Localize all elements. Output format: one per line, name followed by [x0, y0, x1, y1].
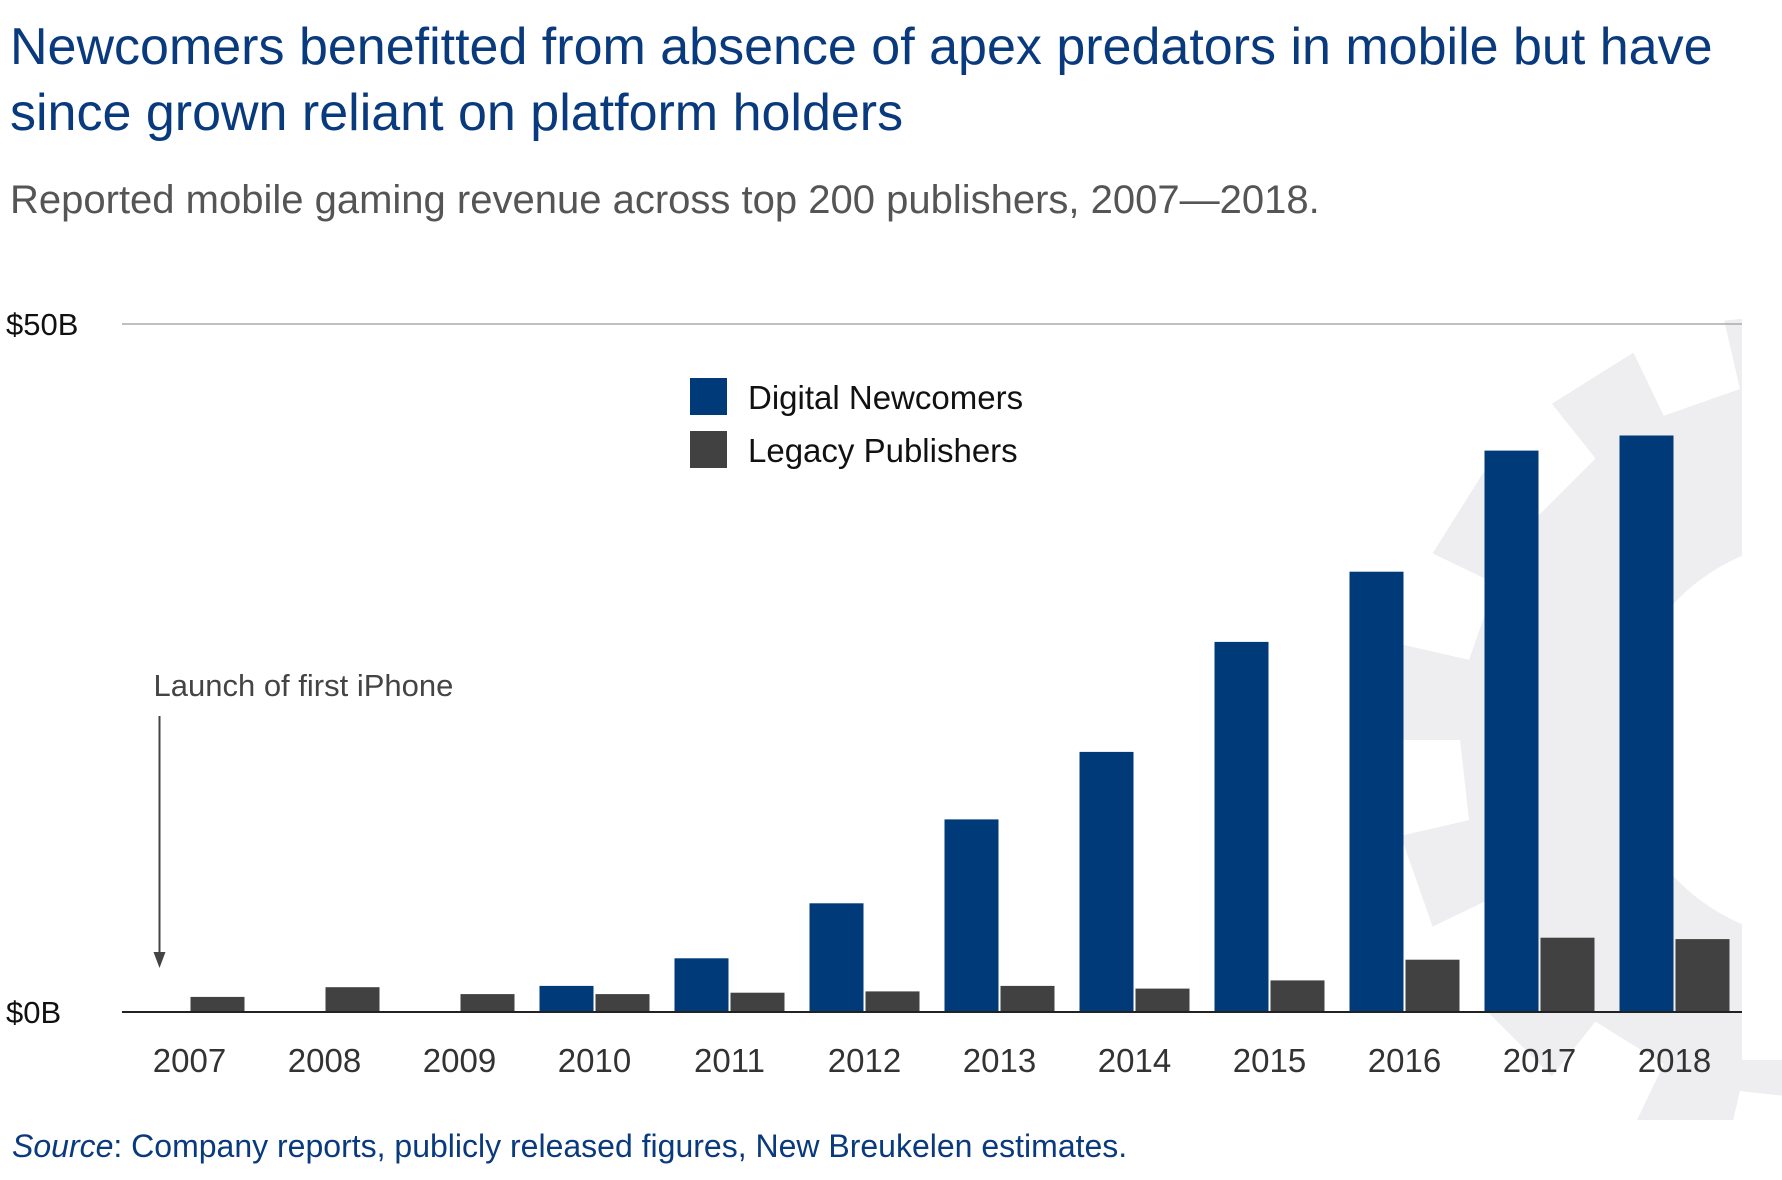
x-tick-label: 2012 [828, 1042, 901, 1079]
chart-subtitle: Reported mobile gaming revenue across to… [10, 178, 1320, 222]
bar-legacy-publishers-2011 [730, 992, 785, 1012]
legend-label: Digital Newcomers [748, 379, 1023, 416]
bar-legacy-publishers-2015 [1270, 980, 1325, 1012]
legend-swatch [690, 431, 727, 468]
x-tick-label: 2008 [288, 1042, 361, 1079]
x-tick-label: 2013 [963, 1042, 1036, 1079]
source-label: Source [12, 1128, 114, 1164]
source-text: : Company reports, publicly released fig… [113, 1128, 1128, 1164]
x-tick-label: 2011 [694, 1042, 765, 1079]
x-tick-label: 2009 [423, 1042, 496, 1079]
bar-chart: $0B $50B 2007 2008 2009 2010 2011 2012 2013 2014… [6, 300, 1782, 1120]
bars-layer [190, 435, 1730, 1013]
bar-digital-newcomers-2012 [809, 903, 864, 1012]
bar-legacy-publishers-2016 [1405, 959, 1460, 1012]
bar-digital-newcomers-2018 [1619, 435, 1674, 1012]
x-tick-label: 2015 [1233, 1042, 1306, 1079]
bar-legacy-publishers-2009 [460, 994, 515, 1012]
bar-legacy-publishers-2007 [190, 996, 245, 1012]
gear-mask [1742, 300, 1782, 1060]
legend-label: Legacy Publishers [748, 432, 1018, 469]
legend: Digital Newcomers Legacy Publishers [690, 378, 1023, 469]
bar-digital-newcomers-2017 [1484, 450, 1539, 1013]
iphone-annotation: Launch of first iPhone [153, 668, 454, 968]
bar-digital-newcomers-2013 [944, 819, 999, 1012]
x-axis-ticks: 2007 2008 2009 2010 2011 2012 2013 2014 2015 2016… [153, 1042, 1711, 1079]
x-tick-label: 2018 [1638, 1042, 1711, 1079]
annotation-label: Launch of first iPhone [154, 668, 454, 703]
source-note: Source: Company reports, publicly releas… [12, 1128, 1127, 1165]
x-tick-label: 2010 [558, 1042, 631, 1079]
bar-legacy-publishers-2010 [595, 994, 650, 1012]
annotation-arrow-icon [153, 952, 166, 968]
x-tick-label: 2017 [1503, 1042, 1576, 1079]
bar-legacy-publishers-2017 [1540, 937, 1595, 1012]
y-tick-label: $0B [6, 995, 61, 1030]
legend-swatch [690, 378, 727, 415]
bar-legacy-publishers-2018 [1675, 939, 1730, 1012]
bar-digital-newcomers-2010 [539, 985, 594, 1012]
x-tick-label: 2007 [153, 1042, 226, 1079]
chart-title: Newcomers benefitted from absence of ape… [10, 18, 1713, 142]
bar-digital-newcomers-2015 [1214, 641, 1269, 1012]
y-axis-ticks: $0B $50B [6, 307, 78, 1030]
bar-legacy-publishers-2008 [325, 987, 380, 1012]
x-tick-label: 2014 [1098, 1042, 1171, 1079]
bar-digital-newcomers-2011 [674, 958, 729, 1012]
bar-legacy-publishers-2012 [865, 991, 920, 1012]
bar-legacy-publishers-2013 [1000, 985, 1055, 1012]
bar-digital-newcomers-2014 [1079, 751, 1134, 1012]
x-tick-label: 2016 [1368, 1042, 1441, 1079]
y-tick-label: $50B [6, 307, 78, 342]
bar-digital-newcomers-2016 [1349, 571, 1404, 1012]
bar-legacy-publishers-2014 [1135, 988, 1190, 1012]
